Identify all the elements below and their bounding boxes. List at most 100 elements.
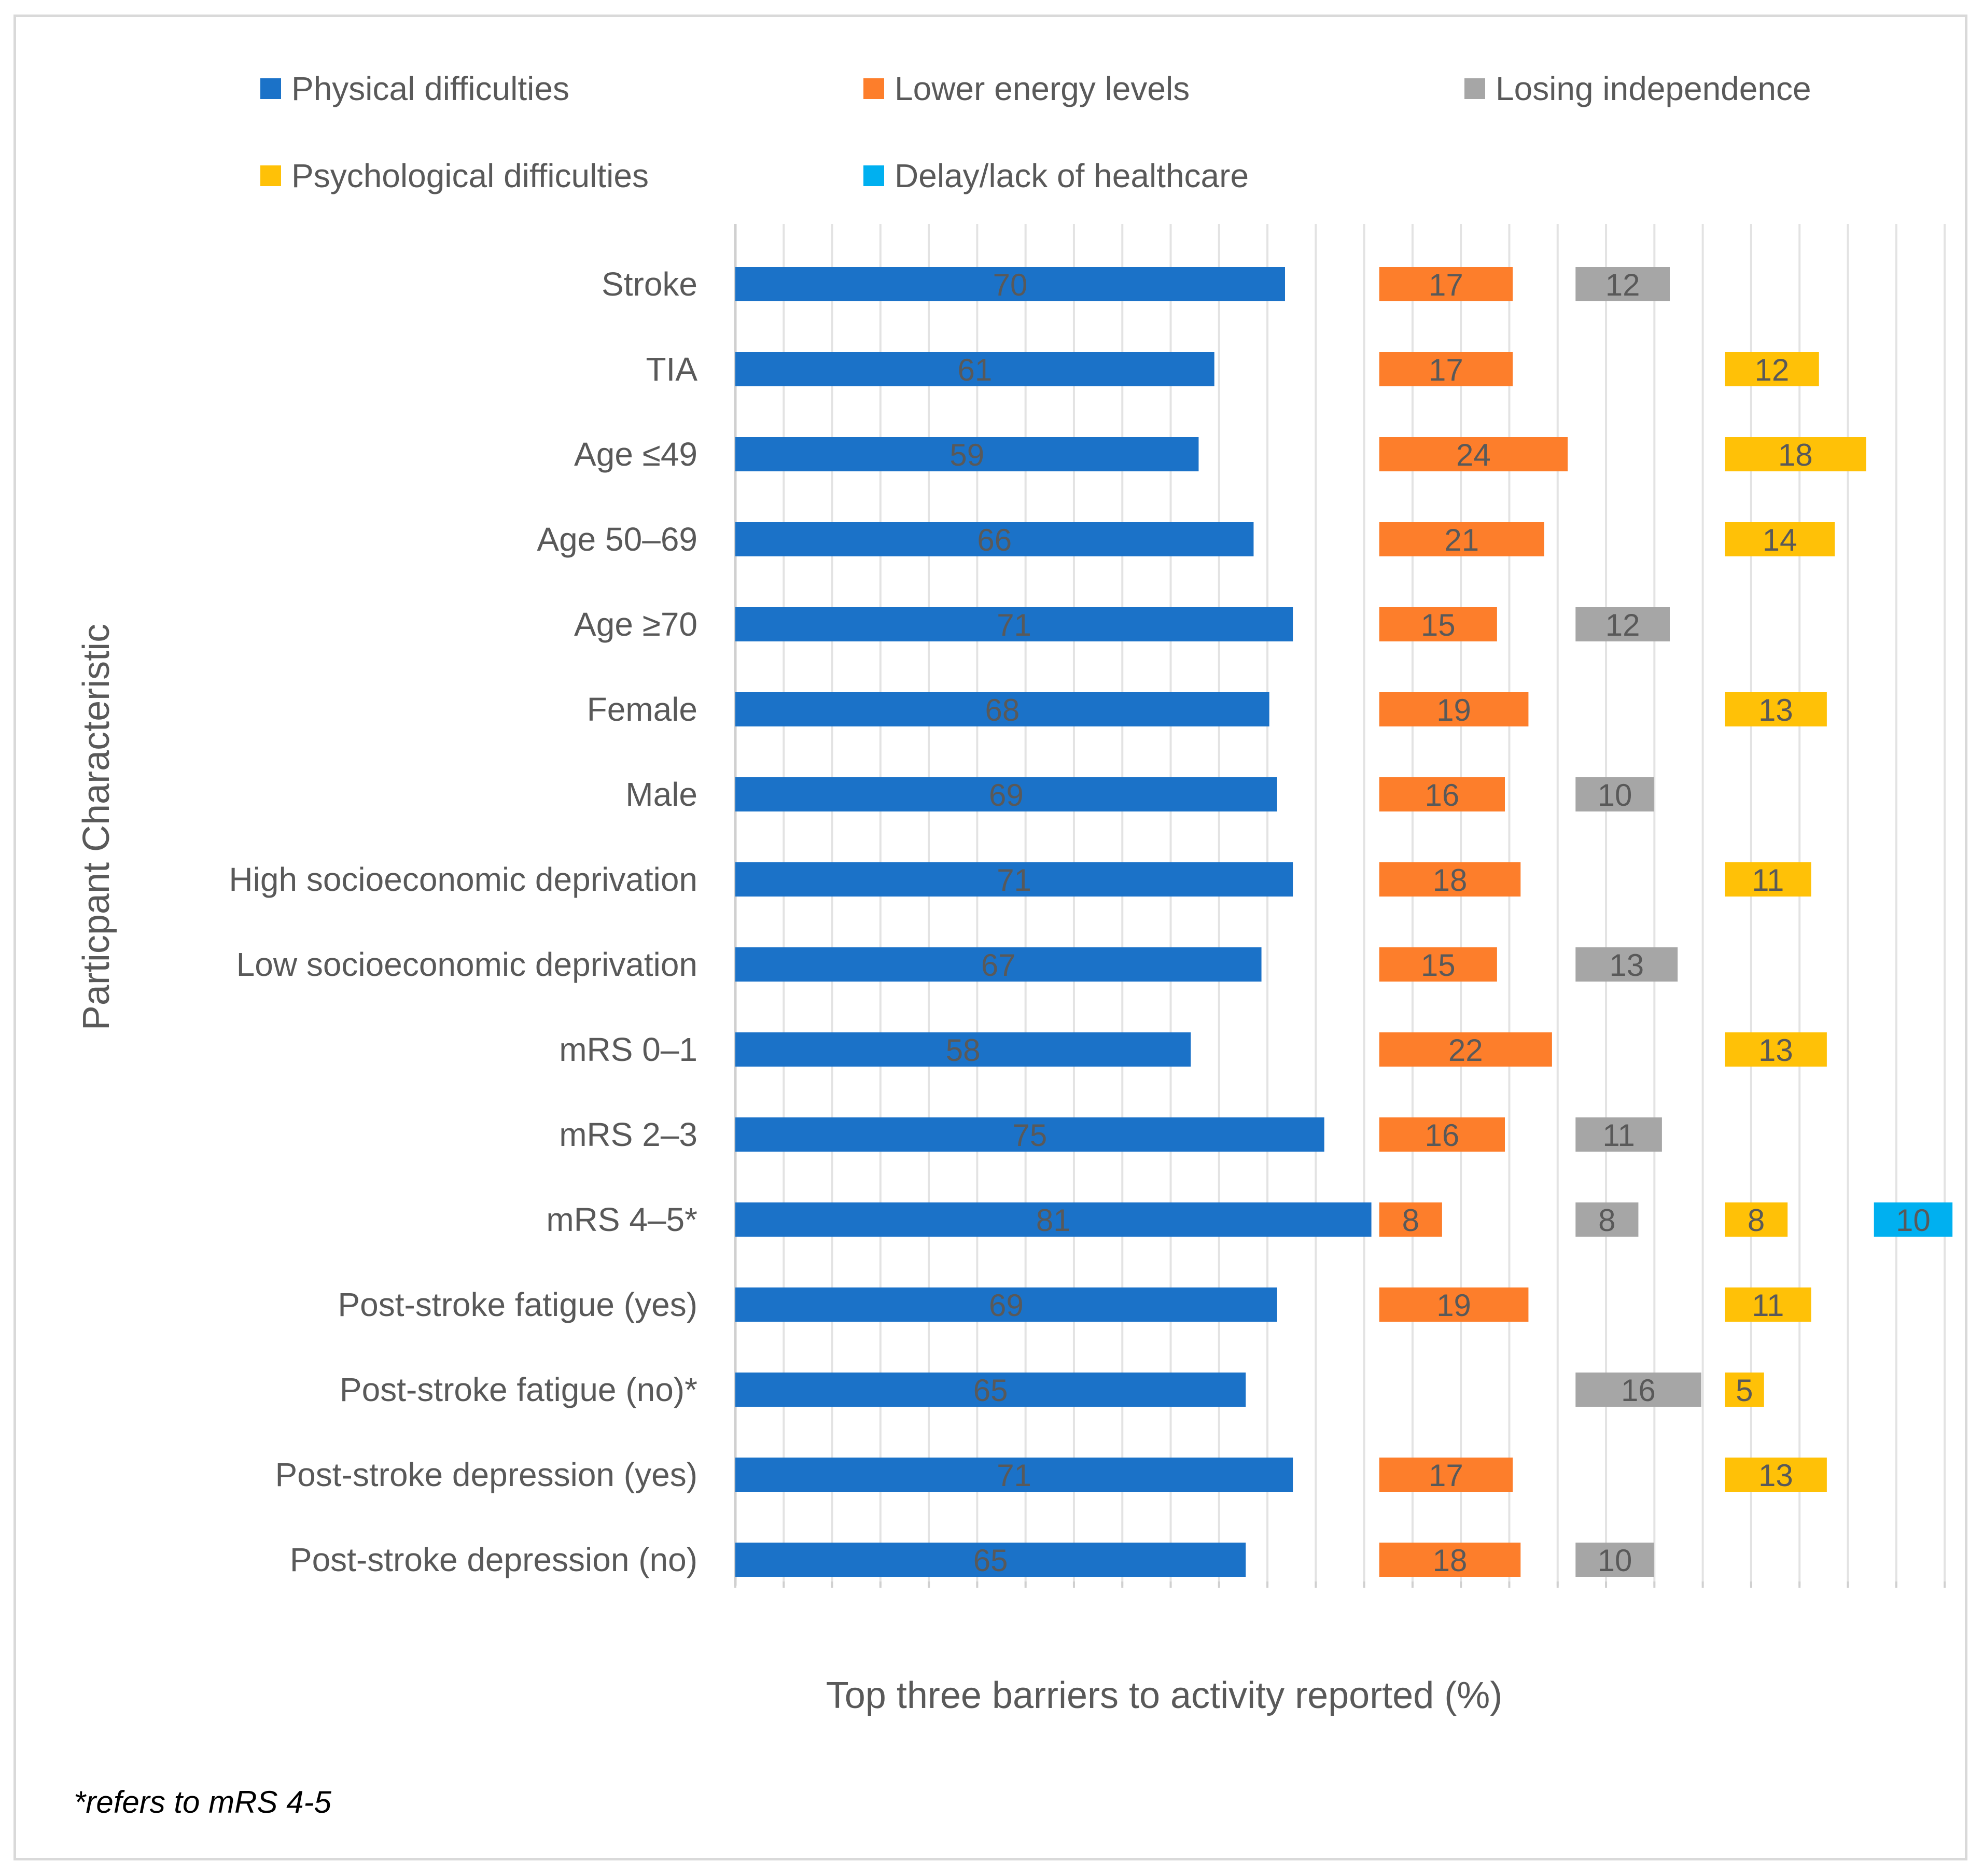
data-label: 69 — [989, 1288, 1024, 1323]
data-label: 12 — [1605, 608, 1640, 642]
data-label: 18 — [1433, 863, 1468, 898]
bar-losing-independence — [1575, 1117, 1662, 1152]
bar-psychological-difficulties — [1725, 1202, 1788, 1237]
data-label: 10 — [1598, 778, 1632, 813]
category-label: Low socioeconomic deprivation — [236, 946, 697, 983]
bar-lower-energy-levels — [1379, 1117, 1505, 1152]
bar-losing-independence — [1575, 1543, 1654, 1577]
data-label: 58 — [946, 1033, 981, 1068]
data-label: 16 — [1621, 1373, 1656, 1408]
data-label: 19 — [1436, 1288, 1471, 1323]
x-axis-title: Top three barriers to activity reported … — [826, 1675, 1503, 1716]
bar-lower-energy-levels — [1379, 267, 1513, 301]
category-label: Male — [625, 776, 697, 813]
data-label: 61 — [957, 353, 992, 387]
data-label: 16 — [1425, 1118, 1459, 1153]
bar-physical-difficulties — [735, 437, 1199, 471]
legend-entry: Losing independence — [1496, 70, 1811, 107]
legend-swatch — [260, 165, 281, 186]
category-label: Post-stroke depression (no) — [290, 1541, 697, 1578]
category-label: Age ≥70 — [574, 606, 697, 643]
data-label: 13 — [1758, 1458, 1793, 1493]
data-label: 71 — [997, 1458, 1031, 1493]
footnote: *refers to mRS 4-5 — [74, 1785, 331, 1819]
bar-losing-independence — [1575, 1202, 1639, 1237]
data-label: 18 — [1433, 1543, 1468, 1578]
data-label: 18 — [1778, 438, 1813, 472]
bar-losing-independence — [1575, 607, 1670, 641]
bar-lower-energy-levels — [1379, 1543, 1521, 1577]
legend-entry: Lower energy levels — [895, 70, 1190, 107]
data-label: 8 — [1402, 1203, 1419, 1238]
data-label: 65 — [973, 1543, 1008, 1578]
data-labels: 70 17 12 61 17 12 59 24 18 66 21 14 71 15 12 68 19 13 69 16… — [946, 268, 1931, 1578]
data-label: 75 — [1012, 1118, 1047, 1153]
legend-entry: Physical difficulties — [291, 70, 569, 107]
bar-lower-energy-levels — [1379, 1202, 1442, 1237]
data-label: 59 — [949, 438, 984, 472]
bar-psychological-difficulties — [1725, 1287, 1811, 1322]
data-label: 69 — [989, 778, 1024, 813]
category-label: Post-stroke fatigue (no)* — [340, 1371, 697, 1408]
category-label: Female — [587, 691, 697, 728]
bar-psychological-difficulties — [1725, 352, 1819, 386]
bar-lower-energy-levels — [1379, 1287, 1529, 1322]
bar-psychological-difficulties — [1725, 1373, 1764, 1407]
data-label: 12 — [1605, 268, 1640, 302]
bar-physical-difficulties — [735, 1543, 1246, 1577]
data-label: 68 — [985, 693, 1020, 727]
bar-physical-difficulties — [735, 947, 1262, 982]
data-label: 71 — [997, 863, 1031, 898]
legend-entry: Delay/lack of healthcare — [895, 157, 1249, 194]
data-label: 66 — [977, 523, 1012, 557]
bar-physical-difficulties — [735, 607, 1293, 641]
bar-losing-independence — [1575, 1373, 1701, 1407]
data-label: 13 — [1609, 948, 1644, 983]
bar-physical-difficulties — [735, 1032, 1191, 1067]
data-label: 22 — [1448, 1033, 1483, 1068]
data-label: 81 — [1036, 1203, 1071, 1238]
bar-lower-energy-levels — [1379, 777, 1505, 811]
data-label: 5 — [1736, 1373, 1753, 1408]
data-label: 17 — [1429, 1458, 1463, 1493]
bar-physical-difficulties — [735, 352, 1214, 386]
data-label: 14 — [1763, 523, 1797, 557]
data-label: 8 — [1598, 1203, 1615, 1238]
bar-psychological-difficulties — [1725, 862, 1811, 897]
bar-lower-energy-levels — [1379, 522, 1544, 556]
data-label: 10 — [1896, 1203, 1931, 1238]
bar-psychological-difficulties — [1725, 692, 1827, 726]
data-label: 13 — [1758, 1033, 1793, 1068]
data-label: 21 — [1444, 523, 1479, 557]
bar-physical-difficulties — [735, 1117, 1324, 1152]
data-label: 8 — [1748, 1203, 1765, 1238]
category-label: High socioeconomic deprivation — [229, 861, 697, 898]
category-label: Post-stroke depression (yes) — [275, 1456, 697, 1493]
bar-losing-independence — [1575, 947, 1678, 982]
bar-lower-energy-levels — [1379, 437, 1568, 471]
bars — [735, 267, 1953, 1577]
category-label: mRS 2–3 — [559, 1116, 697, 1153]
bar-psychological-difficulties — [1725, 1032, 1827, 1067]
data-label: 16 — [1425, 778, 1459, 813]
bar-physical-difficulties — [735, 692, 1269, 726]
category-label: mRS 0–1 — [559, 1031, 697, 1068]
data-label: 65 — [973, 1373, 1008, 1408]
legend-swatch — [863, 78, 884, 99]
data-label: 10 — [1598, 1543, 1632, 1578]
category-label: TIA — [646, 351, 697, 388]
bar-physical-difficulties — [735, 522, 1254, 556]
bar-lower-energy-levels — [1379, 862, 1521, 897]
data-label: 12 — [1754, 353, 1789, 387]
data-label: 67 — [981, 948, 1016, 983]
data-label: 17 — [1429, 353, 1463, 387]
bar-delay-lack-of-healthcare — [1874, 1202, 1953, 1237]
bar-physical-difficulties — [735, 267, 1285, 301]
data-label: 71 — [997, 608, 1031, 642]
y-axis-title: Particpant Characteristic — [76, 624, 117, 1030]
data-label: 17 — [1429, 268, 1463, 302]
bar-lower-energy-levels — [1379, 692, 1529, 726]
bar-lower-energy-levels — [1379, 947, 1497, 982]
data-label: 11 — [1752, 1288, 1784, 1323]
